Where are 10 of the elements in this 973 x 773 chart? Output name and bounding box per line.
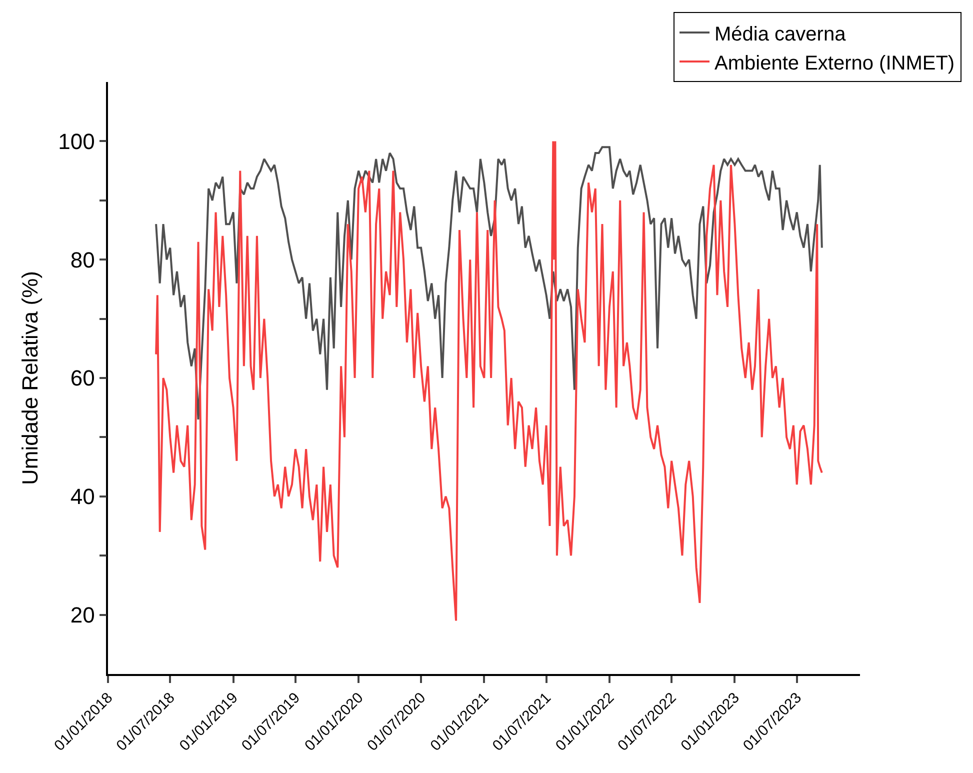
y-tick-label: 100 — [58, 128, 95, 154]
y-tick-label: 60 — [70, 366, 95, 391]
legend-label: Ambiente Externo (INMET) — [714, 52, 955, 74]
y-tick-label: 20 — [70, 602, 95, 628]
legend-label: Média caverna — [714, 23, 847, 46]
y-axis-title: Umidade Relativa (%) — [17, 271, 42, 485]
line-series — [155, 140, 823, 622]
y-tick-label: 40 — [70, 484, 95, 510]
line-series — [155, 146, 823, 420]
y-tick-label: 80 — [70, 247, 95, 272]
